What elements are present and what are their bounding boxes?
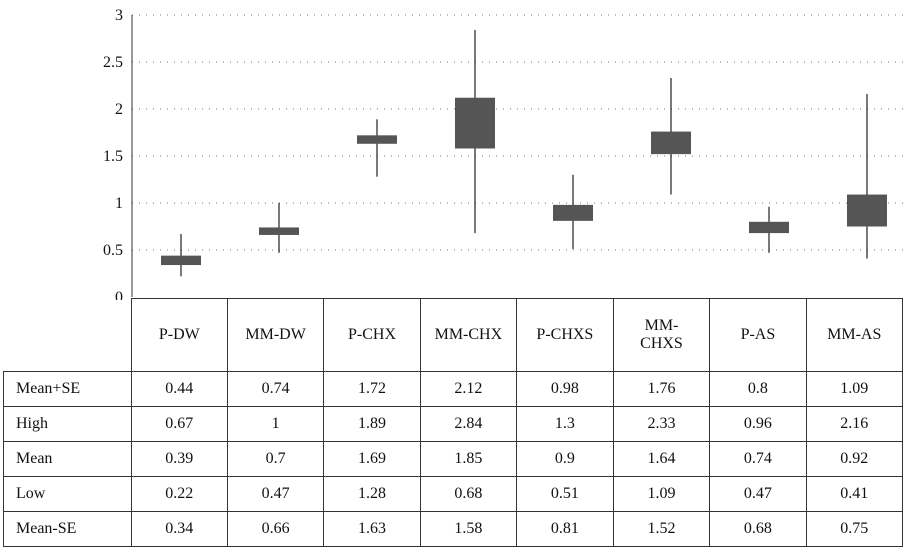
table-cell: 1.69 — [323, 441, 421, 477]
table-cell: 1.64 — [612, 441, 711, 477]
table-cell: 2.16 — [805, 406, 903, 442]
box-bar — [161, 255, 201, 266]
table-row: High 0.67 1 1.89 2.84 1.3 2.33 0.96 2.16 — [3, 406, 903, 442]
row-label: Mean-SE — [3, 511, 132, 547]
table-cell: 2.33 — [612, 406, 711, 442]
table-cell: 1.09 — [612, 476, 711, 512]
category-header: MM- CHXS — [612, 298, 711, 372]
table-cell: 1.09 — [805, 371, 903, 407]
table-row: Low 0.22 0.47 1.28 0.68 0.51 1.09 0.47 0.41 — [3, 476, 903, 512]
table-cell: 0.75 — [805, 511, 903, 547]
table-row: Mean 0.39 0.7 1.69 1.85 0.9 1.64 0.74 0.92 — [3, 441, 903, 477]
y-tick-label: 1 — [115, 195, 123, 212]
table-corner — [3, 298, 132, 372]
category-label: MM-CHX — [434, 326, 503, 343]
table-cell: 1.89 — [323, 406, 421, 442]
table-cell: 1.52 — [612, 511, 711, 547]
row-label: High — [3, 406, 132, 442]
table-cell: 0.66 — [226, 511, 325, 547]
table-cell: 0.47 — [709, 476, 807, 512]
table-cell: 1.76 — [612, 371, 711, 407]
category-label: P-DW — [158, 326, 200, 343]
table-row: Mean-SE 0.34 0.66 1.63 1.58 0.81 1.52 0.68 0.75 — [3, 511, 903, 547]
category-label: P-CHX — [347, 326, 396, 343]
category-label: P-AS — [740, 326, 776, 343]
table-cell: 1.28 — [323, 476, 421, 512]
table-cell: 0.74 — [709, 441, 807, 477]
y-tick-label: 2 — [115, 101, 123, 118]
category-header: MM-AS — [805, 298, 903, 372]
box-bar — [357, 135, 397, 144]
box-bar — [553, 204, 593, 221]
chart-plot: 0 0.5 1 1.5 2 2.5 3 — [103, 7, 903, 300]
table-cell: 0.22 — [130, 476, 228, 512]
box-bar — [749, 221, 789, 234]
table-cell: 0.39 — [130, 441, 228, 477]
table-cell: 2.12 — [419, 371, 518, 407]
category-label: MM-DW — [245, 326, 306, 343]
table-cell: 0.51 — [516, 476, 614, 512]
row-label: Low — [3, 476, 132, 512]
table-cell: 0.47 — [226, 476, 325, 512]
table-cell: 0.96 — [709, 406, 807, 442]
y-tick-label: 2.5 — [103, 54, 123, 71]
category-header: MM-DW — [226, 298, 325, 372]
category-label: MM-AS — [827, 326, 882, 343]
row-label: Mean+SE — [3, 371, 132, 407]
table-cell: 1.85 — [419, 441, 518, 477]
category-header: P-AS — [709, 298, 807, 372]
table-cell: 0.81 — [516, 511, 614, 547]
table-cell: 1.63 — [323, 511, 421, 547]
category-header: P-DW — [130, 298, 228, 372]
y-tick-label: 1.5 — [103, 148, 123, 165]
table-cell: 1.3 — [516, 406, 614, 442]
category-header: MM-CHX — [419, 298, 518, 372]
box-bar — [259, 227, 299, 235]
table-cell: 1 — [226, 406, 325, 442]
table-cell: 0.34 — [130, 511, 228, 547]
table-cell: 0.7 — [226, 441, 325, 477]
box-bar — [847, 194, 887, 227]
box-bar — [651, 131, 691, 155]
data-table: P-DW MM-DW P-CHX MM-CHX P-CHXS MM- CHXS P-AS MM-… — [3, 298, 903, 547]
category-label: MM- — [644, 317, 679, 334]
category-label: CHXS — [640, 335, 683, 352]
y-tick-label: 0.5 — [103, 242, 123, 259]
table-cell: 1.58 — [419, 511, 518, 547]
table-cell: 0.9 — [516, 441, 614, 477]
box-bar — [455, 97, 495, 149]
table-cell: 0.98 — [516, 371, 614, 407]
table-row: Mean+SE 0.44 0.74 1.72 2.12 0.98 1.76 0.8 1.09 — [3, 371, 903, 407]
table-cell: 0.68 — [709, 511, 807, 547]
y-tick-label: 3 — [115, 7, 123, 24]
table-cell: 0.67 — [130, 406, 228, 442]
table-cell: 2.84 — [419, 406, 518, 442]
table-cell: 0.68 — [419, 476, 518, 512]
row-label: Mean — [3, 441, 132, 477]
table-cell: 0.92 — [805, 441, 903, 477]
table-cell: 0.74 — [226, 371, 325, 407]
table-cell: 0.8 — [709, 371, 807, 407]
table-cell: 1.72 — [323, 371, 421, 407]
table-cell: 0.44 — [130, 371, 228, 407]
category-header: P-CHX — [323, 298, 421, 372]
category-label: P-CHXS — [536, 326, 594, 343]
table-cell: 0.41 — [805, 476, 903, 512]
category-header: P-CHXS — [516, 298, 614, 372]
y-tick-label: 0 — [115, 289, 123, 300]
